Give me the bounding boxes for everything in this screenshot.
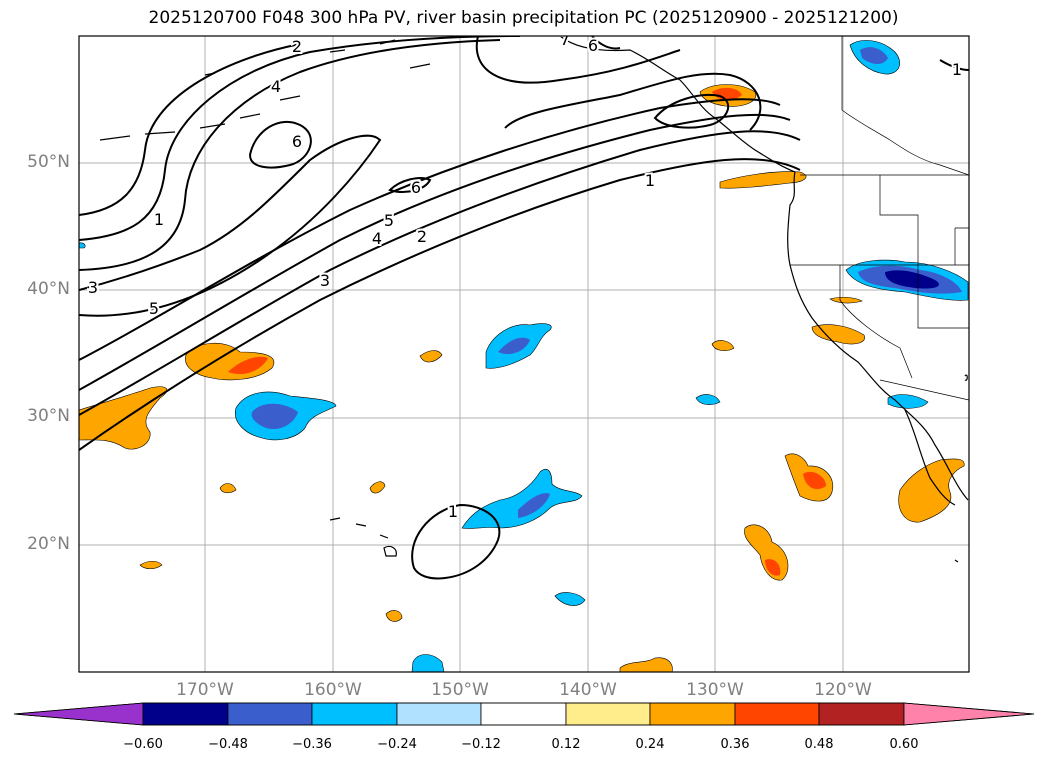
pc-negative-core — [251, 403, 298, 430]
colorbar-tick: −0.12 — [461, 737, 501, 752]
pc-positive-core — [712, 87, 742, 101]
contour-label: 2 — [417, 227, 427, 246]
colorbar-tick: −0.24 — [377, 737, 417, 752]
contour-label: 6 — [292, 132, 302, 151]
pc-positive-area — [829, 296, 863, 304]
colorbar-tick: −0.36 — [292, 737, 332, 752]
pc-negative-area — [461, 468, 583, 529]
lon-label-150w: 150°W — [431, 680, 489, 700]
colorbar-bin — [311, 702, 398, 726]
pc-positive-area — [139, 560, 163, 570]
colorbar-bin — [565, 702, 651, 726]
lat-label-30n: 30°N — [27, 406, 70, 426]
contour-label: 5 — [149, 299, 159, 318]
contour-label: 1 — [448, 502, 458, 521]
colorbar-extend-high — [903, 702, 1035, 726]
colorbar-bin — [734, 702, 820, 726]
pc-positive-core — [228, 356, 268, 375]
colorbar-bin — [142, 702, 229, 726]
pc-positive-area — [719, 171, 807, 189]
colorbar-tick: 0.36 — [720, 737, 750, 752]
lon-label-140w: 140°W — [559, 680, 617, 700]
contour-label: 3 — [320, 271, 330, 290]
colorbar-tick: 0.12 — [551, 737, 581, 752]
colorbar-bin — [649, 702, 736, 726]
pc-positive-core — [765, 559, 781, 576]
pc-positive-area — [744, 524, 789, 581]
borders — [790, 36, 969, 401]
pc-negative-area — [79, 242, 86, 249]
contour-label: 2 — [292, 37, 302, 56]
precipitation-fills — [79, 40, 969, 672]
pc-positive-area — [619, 657, 673, 672]
pc-negative-area — [887, 394, 929, 409]
pc-negative-core — [518, 493, 550, 518]
pc-negative-core — [498, 337, 530, 355]
pc-negative-area — [695, 394, 721, 405]
colorbar-tick: −0.60 — [123, 737, 163, 752]
pc-negative-core — [885, 270, 939, 289]
pc-positive-area — [811, 324, 865, 345]
pc-positive-area — [219, 483, 237, 494]
pc-negative-area — [554, 592, 586, 606]
pc-positive-area — [419, 350, 443, 363]
contour-label: 4 — [271, 77, 281, 96]
colorbar-bin — [396, 702, 482, 726]
pc-negative-area — [411, 654, 445, 672]
lat-label-50n: 50°N — [27, 152, 70, 172]
colorbar — [13, 702, 1035, 726]
pv-contours — [79, 36, 969, 580]
colorbar-tick: −0.48 — [208, 737, 248, 752]
pc-positive-area — [369, 481, 386, 494]
contour-label: 4 — [372, 229, 382, 248]
pc-positive-core — [803, 471, 826, 490]
colorbar-tick: 0.60 — [889, 737, 919, 752]
pc-positive-area — [385, 610, 403, 622]
contour-label: 1 — [645, 171, 655, 190]
colorbar-tick: 0.48 — [804, 737, 834, 752]
lon-label-170w: 170°W — [176, 680, 234, 700]
lat-label-40n: 40°N — [27, 279, 70, 299]
pc-positive-area — [898, 458, 965, 523]
contour-label: 6 — [411, 178, 421, 197]
lon-label-120w: 120°W — [814, 680, 872, 700]
pc-negative-core — [860, 47, 888, 64]
contour-label: 5 — [384, 211, 394, 230]
contour-label: 6 — [588, 36, 598, 55]
contour-label: 1 — [952, 60, 962, 79]
colorbar-bin — [227, 702, 313, 726]
colorbar-bin — [818, 702, 905, 726]
map-frame — [78, 35, 970, 673]
contour-label: 1 — [154, 210, 164, 229]
colorbar-extend-low — [13, 702, 144, 726]
lat-label-20n: 20°N — [27, 534, 70, 554]
contour-label-group: 2 4 6 6 7 6 1 5 4 2 3 1 3 5 1 1 — [86, 30, 964, 523]
colorbar-tick: 0.24 — [635, 737, 665, 752]
colorbar-bin — [480, 702, 567, 726]
pc-positive-area — [711, 340, 735, 351]
lon-label-130w: 130°W — [686, 680, 744, 700]
contour-label: 3 — [88, 278, 98, 297]
map-title: 2025120700 F048 300 hPa PV, river basin … — [148, 8, 899, 28]
pc-positive-area — [79, 386, 168, 450]
gridlines — [79, 36, 969, 672]
contour-label: 7 — [560, 30, 570, 49]
lon-label-160w: 160°W — [304, 680, 362, 700]
